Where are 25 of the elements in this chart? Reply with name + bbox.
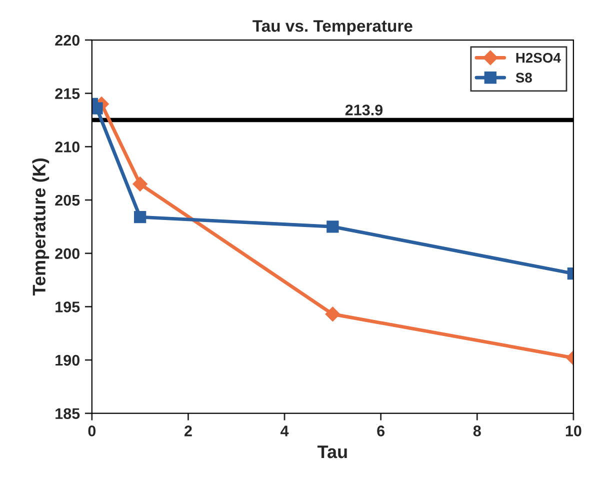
point: [132, 176, 148, 192]
legend-label: H2SO4: [516, 52, 561, 63]
x-tick-label: 0: [88, 426, 96, 436]
x-tick-label: 10: [566, 426, 582, 436]
x-tick-label: 6: [377, 426, 385, 436]
legend-label: S8: [516, 72, 532, 83]
point: [92, 102, 103, 114]
y-tick-label: 210: [55, 142, 80, 152]
y-tick-label: 190: [56, 354, 80, 366]
point: [326, 220, 339, 233]
point: [325, 306, 340, 322]
annotation: 213.9: [345, 104, 383, 116]
y-tick-label: 215: [55, 88, 80, 100]
chart-title: Tau vs. Temperature: [252, 20, 412, 36]
x-axis-title: Tau: [317, 446, 347, 458]
x-tick-label: 4: [280, 426, 289, 436]
point: [134, 211, 146, 224]
y-tick-label: 200: [55, 248, 80, 260]
x-tick-label: 8: [473, 426, 481, 436]
y-tick-label: 205: [55, 194, 80, 206]
y-tick-label: 185: [56, 408, 80, 420]
y-tick-label: 220: [55, 34, 80, 46]
y-axis-title: Temperature (K): [32, 158, 50, 296]
x-tick-label: 2: [184, 426, 192, 436]
y-tick-label: 195: [56, 302, 80, 312]
